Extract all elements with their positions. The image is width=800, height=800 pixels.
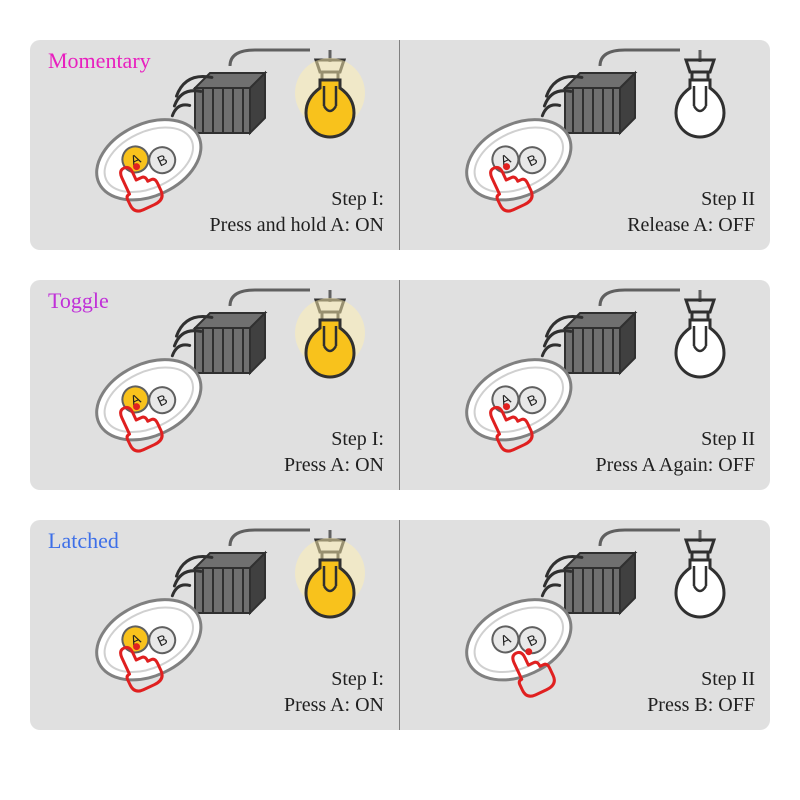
step-panel: A B Step IIPress A Again: OFF [400, 280, 770, 490]
step-caption: Step I:Press and hold A: ON [210, 186, 384, 238]
step-panel: A B Step I:Press A: ON [30, 280, 400, 490]
mode-toggle: Toggle A B [30, 280, 770, 490]
step-caption: Step IIRelease A: OFF [627, 186, 755, 238]
mode-latched: Latched A B [30, 520, 770, 730]
step-panel: A B Step I:Press and hold A: ON [30, 40, 400, 250]
step-caption: Step I:Press A: ON [284, 666, 384, 718]
step-panel: A B Step IIRelease A: OFF [400, 40, 770, 250]
step-caption: Step IIPress A Again: OFF [596, 426, 755, 478]
step-caption: Step I:Press A: ON [284, 426, 384, 478]
step-panel: A B Step IIPress B: OFF [400, 520, 770, 730]
mode-momentary: Momentary A B [30, 40, 770, 250]
step-caption: Step IIPress B: OFF [647, 666, 755, 718]
step-panel: A B Step I:Press A: ON [30, 520, 400, 730]
